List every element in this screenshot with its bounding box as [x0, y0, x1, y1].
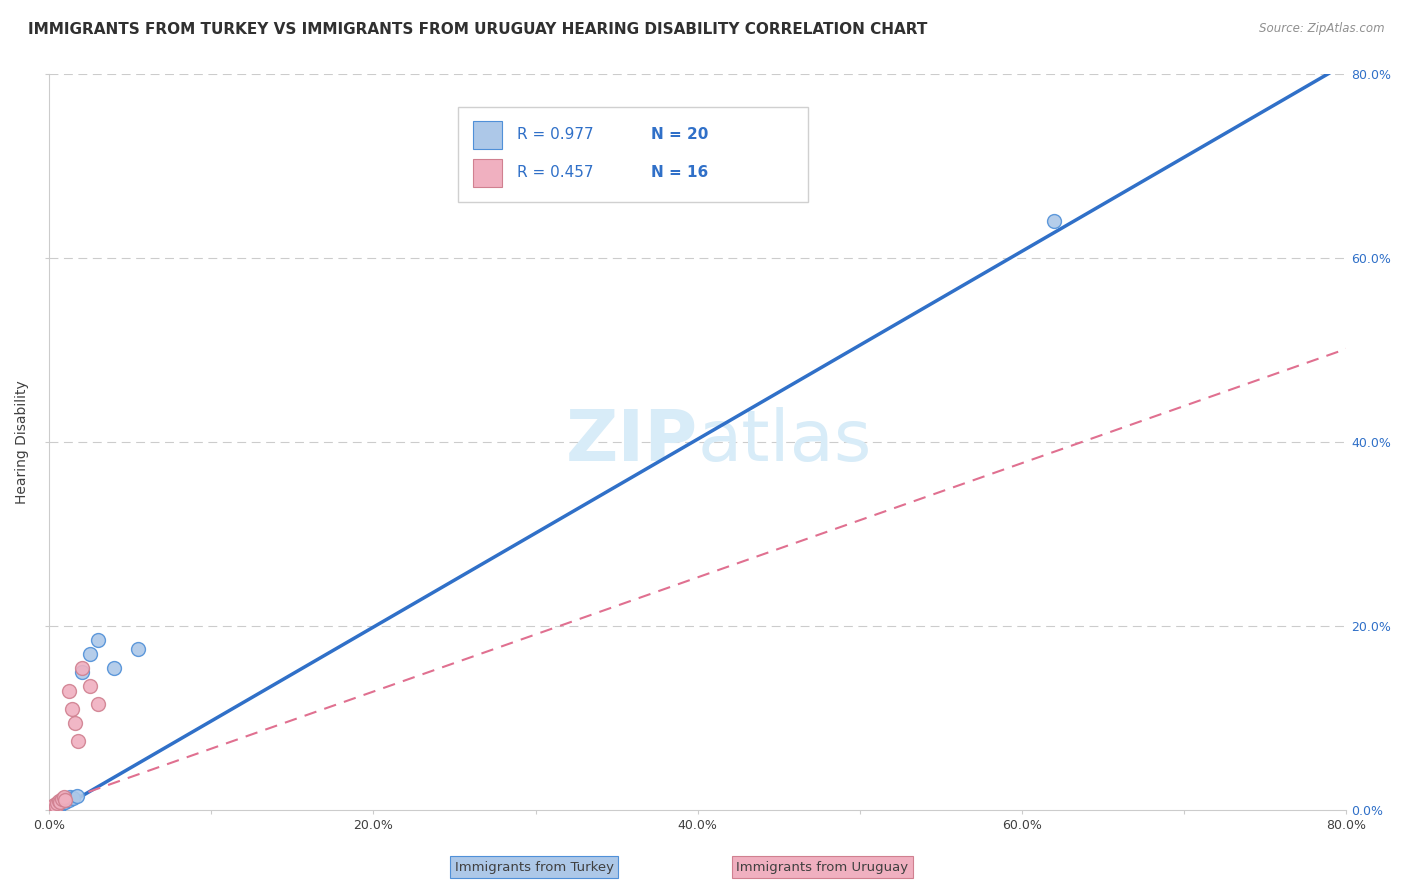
Text: IMMIGRANTS FROM TURKEY VS IMMIGRANTS FROM URUGUAY HEARING DISABILITY CORRELATION: IMMIGRANTS FROM TURKEY VS IMMIGRANTS FRO…: [28, 22, 928, 37]
Point: [87, 632, 110, 647]
Point: [41, 799, 63, 814]
Point: [79, 679, 101, 693]
Text: R = 0.457: R = 0.457: [517, 166, 593, 180]
Text: Source: ZipAtlas.com: Source: ZipAtlas.com: [1260, 22, 1385, 36]
Point: [46, 798, 69, 813]
Point: [53, 793, 76, 807]
Text: ZIP: ZIP: [565, 408, 697, 476]
FancyBboxPatch shape: [474, 159, 502, 187]
Point: [52, 794, 75, 808]
Text: N = 16: N = 16: [651, 166, 709, 180]
Point: [58, 683, 80, 698]
Point: [127, 642, 149, 657]
Point: [51, 796, 73, 810]
Point: [1043, 214, 1066, 228]
Point: [62, 791, 84, 805]
Point: [53, 795, 76, 809]
Point: [66, 789, 89, 803]
Point: [46, 796, 69, 810]
FancyBboxPatch shape: [458, 107, 808, 202]
Y-axis label: Hearing Disability: Hearing Disability: [15, 380, 30, 504]
Point: [45, 798, 67, 813]
Point: [48, 794, 70, 808]
Point: [59, 790, 82, 805]
Point: [51, 792, 73, 806]
Point: [45, 800, 67, 814]
Point: [70, 665, 93, 680]
Point: [58, 793, 80, 807]
Point: [70, 660, 93, 674]
Point: [42, 797, 65, 812]
Point: [41, 801, 63, 815]
Point: [103, 660, 125, 674]
Point: [79, 647, 101, 661]
Point: [87, 698, 110, 712]
FancyBboxPatch shape: [474, 120, 502, 149]
Point: [42, 799, 65, 814]
Point: [48, 797, 70, 811]
Point: [60, 702, 83, 716]
Text: N = 20: N = 20: [651, 128, 709, 142]
Text: atlas: atlas: [697, 408, 872, 476]
Point: [67, 734, 90, 748]
Text: Immigrants from Turkey: Immigrants from Turkey: [454, 861, 614, 873]
Text: R = 0.977: R = 0.977: [517, 128, 593, 142]
Point: [52, 790, 75, 805]
Point: [49, 797, 72, 812]
Point: [63, 715, 86, 730]
Text: Immigrants from Uruguay: Immigrants from Uruguay: [737, 861, 908, 873]
Point: [49, 795, 72, 809]
Point: [56, 792, 79, 806]
